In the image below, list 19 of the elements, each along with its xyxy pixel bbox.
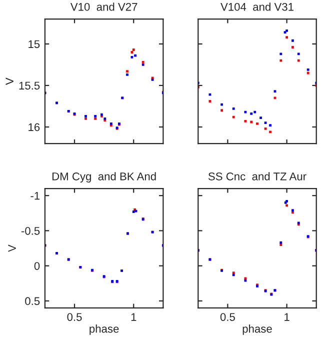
chart-title: SS Cnc and TZ Aur xyxy=(208,172,306,180)
y-tick-label: 0 xyxy=(34,262,40,270)
x-tick-label: 0.5 xyxy=(220,313,235,321)
chart-title: V104 and V31 xyxy=(220,2,294,11)
x-tick-label: 0.5 xyxy=(67,313,82,321)
y-axis-title: V xyxy=(6,78,14,85)
y-tick-label: 16 xyxy=(28,123,40,132)
x-axis-title: phase xyxy=(242,324,272,335)
y-tick-label: 0.5 xyxy=(25,297,40,306)
y-tick-label: -0.5 xyxy=(21,226,40,235)
y-tick-label: -1 xyxy=(30,192,40,200)
y-tick-label: 15.5 xyxy=(19,82,40,90)
chart-title: V10 and V27 xyxy=(70,2,138,11)
chart-title: DM Cyg and BK And xyxy=(52,172,156,183)
y-tick-label: 15 xyxy=(28,40,40,48)
x-tick-label: 1 xyxy=(131,313,136,321)
x-tick-label: 1 xyxy=(284,313,290,321)
y-axis-title: V xyxy=(8,244,16,252)
x-axis-title: phase xyxy=(90,324,119,335)
